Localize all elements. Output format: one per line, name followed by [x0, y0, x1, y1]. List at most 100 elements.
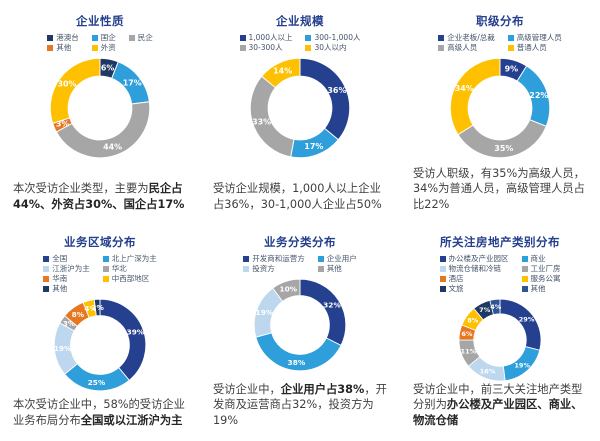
- slice-value-label: 19%: [54, 343, 72, 352]
- legend-swatch: [317, 265, 324, 272]
- legend-label: 企业老板/总裁: [447, 33, 495, 42]
- chart-panel-enterprise-nature: 企业性质 港澳台 国企 民企 其他 外资 6% 17% 44% 3% 30% 本次受访企业类型，…: [0, 0, 200, 225]
- caption-text: 受访企业规模，1,000人以上企业占36%，30-1,000人企业占50%: [213, 182, 382, 212]
- slice-value-label: 44%: [103, 142, 122, 151]
- slice-value-label: 19%: [256, 308, 274, 317]
- legend-item: 华北: [102, 263, 127, 273]
- legend-swatch: [239, 34, 246, 41]
- slice-value-label: 32%: [323, 300, 341, 309]
- legend-label: 开发商和运营方: [252, 254, 305, 263]
- legend-label: 民企: [137, 33, 153, 42]
- caption-text: 企业用户占38%: [280, 382, 365, 396]
- donut-slice: [499, 298, 542, 351]
- legend-swatch: [128, 34, 135, 41]
- legend-label: 普通人员: [516, 42, 547, 52]
- legend-label: 30-300人: [248, 42, 283, 52]
- legend-label: 投资方: [252, 263, 275, 273]
- slice-value-label: 19%: [514, 361, 530, 369]
- legend-item: 其他: [47, 42, 72, 52]
- legend-label: 港澳台: [56, 33, 79, 42]
- caption-text: ，开发商及运营商占32%，投资方为19%: [213, 382, 387, 428]
- legend-label: 外资: [100, 42, 116, 52]
- slice-value-label: 6%: [101, 63, 115, 72]
- chart-panel-enterprise-scale: 企业规模 1,000人以上 300-1,000人 30-300人 30人以内 36% 1…: [200, 0, 400, 225]
- donut-chart: 6% 17% 44% 3% 30%: [49, 57, 151, 158]
- legend-swatch: [317, 255, 324, 262]
- chart-title: 职级分布: [476, 14, 524, 28]
- chart-caption: 受访企业中，前三大关注地产类型分别为办公楼及产业园区、商业、物流仓储: [400, 382, 600, 429]
- chart-legend: 开发商和运营方 企业用户投资方 其他: [243, 255, 357, 273]
- legend-item: 商业: [521, 254, 546, 263]
- chart-panel-business-category: 业务分类分布 开发商和运营方 企业用户 投资方 其他 32% 38% 19% 10% 受访企…: [200, 225, 400, 441]
- chart-caption: 受访企业中，企业用户占38%，开发商及运营商占32%，投资方为19%: [200, 382, 400, 429]
- slice-value-label: 14%: [273, 66, 292, 75]
- legend-item: 高级管理人员: [507, 34, 562, 42]
- legend-label: 其他: [52, 283, 68, 293]
- slice-value-label: 22%: [529, 91, 548, 100]
- donut-slice: [489, 298, 501, 315]
- donut-slice: [299, 57, 351, 140]
- chart-title: 所关注房地产类别分布: [440, 235, 560, 249]
- legend-swatch: [47, 34, 54, 41]
- legend-swatch: [43, 255, 50, 262]
- chart-title: 企业性质: [76, 14, 124, 28]
- slice-value-label: 34%: [455, 84, 474, 93]
- chart-title: 业务区域分布: [64, 235, 136, 249]
- caption-text: 本次受访企业类型，主要为: [13, 182, 149, 196]
- slice-value-label: 3%: [56, 119, 70, 128]
- chart-legend: 全国 北上广深为主 江浙沪为主 华北 华南 中西部地区 其他: [43, 255, 157, 293]
- donut-chart: 36% 17% 33% 14%: [249, 57, 351, 158]
- legend-label: 物流仓储和冷链: [448, 263, 502, 273]
- legend-item: 酒店: [439, 274, 464, 283]
- slice-value-label: 9%: [505, 64, 519, 73]
- legend-label: 文旅: [448, 283, 464, 293]
- chart-legend: 办公楼及产业园区 商业 物流仓储和冷链 工业厂房 酒店 服务公寓 文旅 其他: [439, 254, 561, 293]
- donut-slice: [249, 75, 295, 158]
- donut-chart: 32% 38% 19% 10%: [253, 278, 347, 372]
- legend-item: 其他: [317, 263, 342, 273]
- slice-value-label: 2%: [91, 302, 104, 311]
- donut-slice: [55, 101, 151, 158]
- legend-swatch: [91, 34, 98, 41]
- slice-value-label: 8%: [72, 309, 85, 318]
- legend-swatch: [102, 275, 109, 282]
- donut-slice: [299, 278, 347, 346]
- legend-label: 华北: [111, 263, 127, 273]
- legend-item: 其他: [521, 284, 546, 293]
- legend-swatch: [243, 265, 250, 272]
- legend-label: 商业: [530, 254, 546, 263]
- legend-item: 全国: [43, 255, 67, 263]
- donut-slice: [93, 298, 101, 316]
- chart-panel-job-level: 职级分布 企业老板/总裁 高级管理人员 高级人员 普通人员 9% 22% 35% 34% 受…: [400, 0, 600, 225]
- chart-panel-business-region: 业务区域分布 全国 北上广深为主 江浙沪为主 华北 华南 中西部地区 其他 39% 25% 19…: [0, 225, 200, 441]
- caption-text: 受访人职级，有35%为高级人员，34%为普通人员，高级管理人员占比22%: [413, 166, 585, 212]
- slice-value-label: 25%: [88, 377, 106, 386]
- legend-label: 服务公寓: [530, 273, 561, 283]
- legend-item: 服务公寓: [521, 273, 561, 283]
- donut-slice: [449, 57, 501, 135]
- chart-caption: 受访企业规模，1,000人以上企业占36%，30-1,000人企业占50%: [200, 181, 400, 213]
- donut-slice: [272, 278, 301, 302]
- caption-text: 民企占44%、外资占30%、国企占17%: [13, 182, 185, 212]
- legend-label: 1,000人以上: [248, 33, 293, 42]
- slice-value-label: 10%: [279, 284, 297, 293]
- legend-item: 其他: [43, 283, 68, 293]
- legend-item: 企业用户: [317, 254, 357, 263]
- legend-label: 中西部地区: [111, 273, 150, 283]
- slice-value-label: 6%: [461, 329, 473, 337]
- legend-swatch: [439, 285, 446, 292]
- legend-label: 全国: [52, 254, 68, 263]
- legend-label: 国企: [100, 33, 116, 42]
- legend-swatch: [305, 44, 312, 51]
- legend-swatch: [239, 44, 246, 51]
- legend-item: 高级人员: [438, 43, 477, 52]
- legend-swatch: [521, 265, 528, 272]
- donut-chart: 9% 22% 35% 34%: [449, 57, 551, 158]
- legend-label: 其他: [326, 263, 342, 273]
- legend-label: 其他: [56, 42, 72, 52]
- legend-label: 企业用户: [326, 254, 357, 263]
- legend-label: 工业厂房: [530, 263, 561, 273]
- legend-item: 300-1,000人: [305, 34, 360, 42]
- legend-swatch: [521, 285, 528, 292]
- caption-text: 受访企业中，前三大关注地产类型分别为: [413, 382, 583, 412]
